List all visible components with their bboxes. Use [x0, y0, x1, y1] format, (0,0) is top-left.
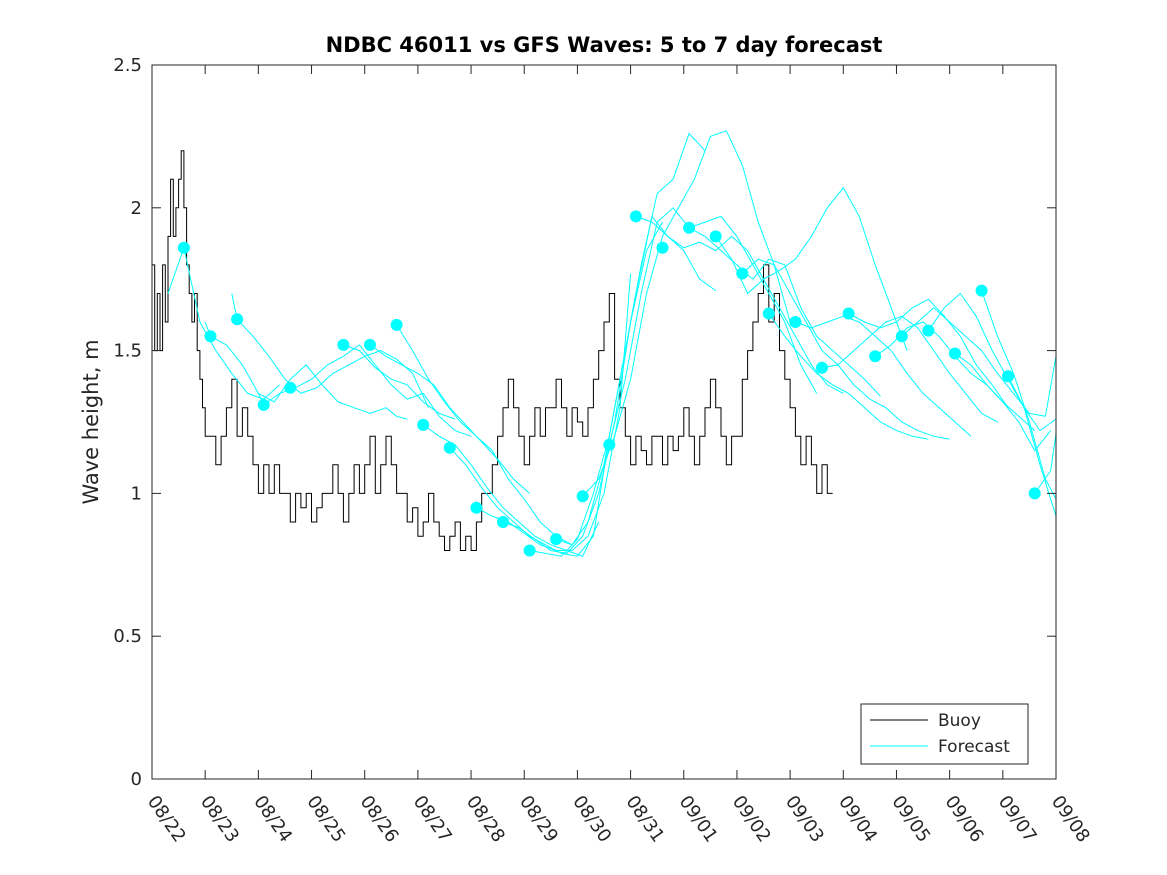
plot-area	[152, 65, 1056, 779]
forecast-marker	[1002, 370, 1015, 383]
forecast-marker	[709, 230, 722, 243]
legend-box	[860, 703, 1029, 765]
axes-box	[151, 64, 1057, 780]
legend-forecast-label: Forecast	[938, 737, 1010, 757]
forecast-marker	[550, 533, 563, 546]
forecast-line-28	[981, 290, 1057, 500]
forecast-marker	[656, 241, 669, 254]
forecast-line-27	[954, 353, 1052, 452]
forecast-line-17	[688, 227, 881, 397]
y-axis-label: Wave height, m	[79, 339, 103, 504]
buoy-series-line	[152, 150, 833, 551]
legend: Buoy Forecast	[860, 703, 1029, 765]
forecast-marker	[842, 307, 855, 320]
forecast-marker	[417, 418, 430, 431]
forecast-marker	[603, 438, 616, 451]
forecast-marker	[1028, 487, 1041, 500]
forecast-line-2	[204, 321, 408, 420]
forecast-line-5	[343, 344, 456, 420]
forecast-marker	[231, 313, 244, 326]
forecast-marker	[390, 318, 403, 331]
forecast-marker	[975, 284, 988, 297]
forecast-marker	[284, 381, 297, 394]
forecast-marker	[364, 338, 376, 351]
forecast-line-14	[582, 130, 791, 497]
y-tick-label: 1	[131, 483, 142, 504]
forecast-marker	[629, 210, 642, 223]
forecast-marker	[869, 350, 882, 363]
forecast-marker	[762, 307, 775, 320]
forecast-marker	[576, 490, 589, 503]
forecast-marker	[949, 347, 961, 360]
forecast-line-9	[449, 436, 610, 557]
y-tick-label: 2	[131, 198, 142, 219]
forecast-marker	[497, 516, 509, 528]
forecast-marker	[470, 501, 483, 514]
forecast-line-20	[768, 313, 929, 440]
forecast-line-11	[502, 221, 663, 554]
forecast-line-22	[821, 315, 998, 423]
forecast-marker	[816, 361, 828, 374]
legend-buoy-label: Buoy	[938, 711, 981, 731]
y-tick-label: 1.5	[113, 341, 142, 362]
forecast-marker	[895, 330, 908, 343]
forecast-line-7	[396, 324, 573, 546]
chart-title: NDBC 46011 vs GFS Waves: 5 to 7 day fore…	[326, 33, 883, 57]
forecast-line-4	[257, 344, 472, 437]
forecast-marker	[683, 221, 696, 234]
forecast-line-26	[927, 292, 1057, 432]
forecast-line-23	[848, 298, 1009, 408]
forecast-line-16	[635, 215, 844, 394]
forecast-marker	[337, 338, 350, 351]
forecast-marker	[523, 544, 536, 557]
y-tick-label: 0	[131, 769, 142, 790]
forecast-marker	[789, 316, 802, 328]
forecast-line-3	[231, 293, 429, 408]
forecast-marker	[204, 330, 217, 343]
forecast-marker	[257, 398, 270, 411]
forecast-marker	[177, 241, 190, 254]
forecast-line-18	[715, 186, 908, 351]
forecast-marker	[443, 441, 456, 454]
forecast-line-15	[608, 207, 818, 445]
forecast-line-13	[555, 215, 716, 546]
y-tick-label: 2.5	[113, 55, 142, 76]
forecast-line-21	[795, 315, 972, 437]
forecast-line-6	[369, 344, 530, 494]
forecast-line-19	[741, 258, 950, 440]
forecast-line-25	[901, 307, 1057, 417]
forecast-line-30	[1034, 433, 1057, 494]
y-tick-label: 0.5	[113, 626, 142, 647]
forecast-marker	[736, 267, 749, 280]
forecast-line-29	[1007, 376, 1057, 517]
forecast-marker	[922, 324, 935, 337]
series-layer	[152, 130, 1057, 557]
